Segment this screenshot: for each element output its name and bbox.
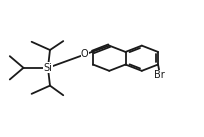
Text: Br: Br: [154, 70, 165, 80]
Text: Si: Si: [43, 63, 52, 73]
Text: O: O: [81, 49, 89, 59]
